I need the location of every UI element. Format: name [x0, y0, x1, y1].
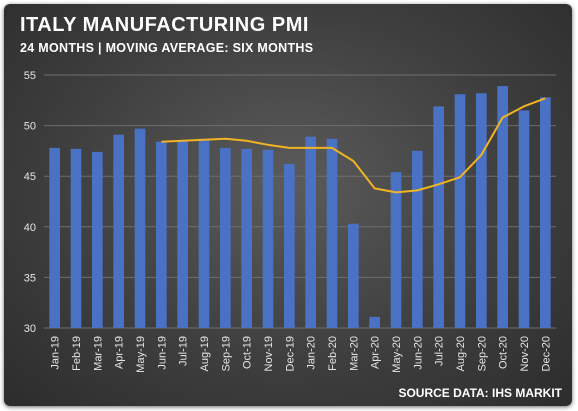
x-tick-label: Feb-20	[327, 336, 339, 371]
x-tick-label: Mar-19	[92, 336, 104, 371]
x-tick-label: Aug-19	[199, 336, 211, 371]
x-tick-label: Jan-19	[50, 336, 62, 370]
bar	[49, 147, 60, 328]
bar	[113, 134, 124, 328]
x-tick-label: Jan-20	[306, 336, 318, 370]
x-tick-label: Dec-19	[284, 336, 296, 371]
x-tick-label: Jun-19	[156, 336, 168, 370]
x-tick-label: Sep-20	[476, 336, 488, 371]
x-tick-label: Sep-19	[220, 336, 232, 371]
bar	[177, 140, 188, 328]
bar	[198, 138, 210, 328]
x-tick-label: Oct-20	[498, 336, 510, 369]
x-tick-label: Feb-19	[71, 336, 83, 371]
bar	[262, 149, 274, 328]
bar	[326, 138, 338, 328]
chart-title: ITALY MANUFACTURING PMI	[20, 14, 309, 36]
bar	[497, 86, 508, 328]
x-tick-label: Apr-19	[114, 336, 126, 369]
bar	[241, 148, 252, 328]
bar	[134, 128, 146, 328]
x-tick-label: Aug-20	[455, 336, 467, 371]
bar	[348, 223, 359, 328]
x-tick-label: Nov-19	[263, 336, 275, 371]
x-tick-label: May-20	[391, 336, 403, 373]
bar	[412, 150, 423, 328]
bar	[476, 93, 487, 328]
x-tick-label: Jul-19	[178, 336, 190, 366]
x-tick-label: Nov-20	[519, 336, 531, 371]
y-tick-label: 50	[24, 121, 36, 133]
x-tick-label: Dec-20	[540, 336, 552, 371]
moving-average-line	[161, 97, 546, 194]
y-tick-label: 55	[24, 70, 36, 82]
y-tick-label: 35	[24, 272, 36, 284]
bar	[454, 94, 466, 328]
bar	[92, 151, 103, 328]
chart-subtitle: 24 MONTHS | MOVING AVERAGE: SIX MONTHS	[20, 41, 314, 55]
bar	[540, 97, 551, 328]
x-tick-label: Jul-20	[434, 336, 446, 366]
bar	[70, 148, 82, 328]
y-tick-label: 45	[24, 171, 36, 183]
x-tick-label: Jun-20	[412, 336, 424, 370]
bar	[518, 110, 530, 328]
bar	[390, 172, 402, 328]
x-tick-label: Mar-20	[348, 336, 360, 371]
source-note: SOURCE DATA: IHS MARKIT	[398, 386, 562, 400]
x-tick-label: May-19	[135, 336, 147, 373]
x-tick-label: Apr-20	[370, 336, 382, 369]
bar	[433, 106, 444, 328]
y-tick-label: 30	[24, 323, 36, 335]
bar	[156, 141, 167, 328]
bar	[369, 316, 380, 328]
y-tick-label: 40	[24, 222, 36, 234]
x-tick-label: Oct-19	[242, 336, 254, 369]
bar	[305, 136, 316, 328]
bar	[284, 164, 295, 328]
bar	[220, 147, 231, 328]
